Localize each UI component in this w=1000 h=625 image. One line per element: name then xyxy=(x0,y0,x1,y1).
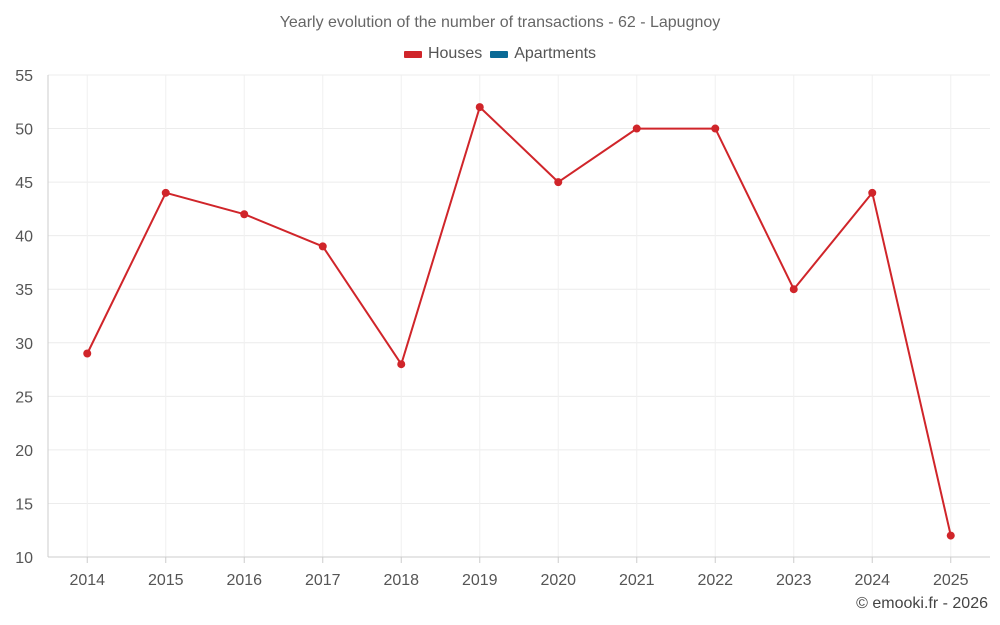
data-point-houses-2022 xyxy=(711,124,720,133)
y-tick-label-20: 20 xyxy=(15,443,33,460)
y-tick-label-45: 45 xyxy=(15,175,33,192)
y-tick-label-50: 50 xyxy=(15,122,33,139)
y-tick-label-10: 10 xyxy=(15,550,33,567)
y-tick-label-55: 55 xyxy=(15,68,33,85)
x-tick-label-2020: 2020 xyxy=(540,572,576,589)
x-tick-label-2024: 2024 xyxy=(854,572,890,589)
y-tick-label-30: 30 xyxy=(15,336,33,353)
copyright-footer: © emooki.fr - 2026 xyxy=(856,595,988,612)
x-tick-label-2014: 2014 xyxy=(69,572,105,589)
data-point-houses-2015 xyxy=(161,188,170,197)
x-tick-label-2025: 2025 xyxy=(933,572,969,589)
data-point-houses-2016 xyxy=(240,210,249,219)
x-tick-label-2018: 2018 xyxy=(383,572,419,589)
data-point-houses-2017 xyxy=(318,242,327,251)
x-tick-label-2022: 2022 xyxy=(697,572,733,589)
legend-label-houses: Houses xyxy=(427,45,483,62)
data-point-houses-2024 xyxy=(868,188,877,197)
legend-item-houses[interactable]: Houses xyxy=(403,45,483,63)
data-point-houses-2025 xyxy=(946,531,955,540)
y-tick-label-35: 35 xyxy=(15,282,33,299)
legend-label-apartments: Apartments xyxy=(514,45,597,62)
x-tick-label-2015: 2015 xyxy=(148,572,184,589)
y-tick-label-15: 15 xyxy=(15,496,33,513)
x-tick-label-2023: 2023 xyxy=(776,572,812,589)
legend-item-apartments[interactable]: Apartments xyxy=(490,45,596,63)
x-tick-label-2021: 2021 xyxy=(619,572,655,589)
series-line-houses xyxy=(86,106,952,536)
chart-title: Yearly evolution of the number of transa… xyxy=(279,14,721,31)
data-point-houses-2014 xyxy=(83,349,92,358)
y-tick-label-25: 25 xyxy=(15,389,33,406)
data-point-houses-2023 xyxy=(789,285,798,294)
x-tick-label-2017: 2017 xyxy=(305,572,341,589)
x-tick-label-2019: 2019 xyxy=(462,572,498,589)
legend: Houses Apartments xyxy=(0,45,1000,63)
legend-swatch-houses xyxy=(403,50,422,58)
data-point-houses-2019 xyxy=(475,103,484,112)
data-point-houses-2021 xyxy=(632,124,641,133)
y-tick-label-40: 40 xyxy=(15,229,33,246)
data-point-houses-2020 xyxy=(554,178,563,187)
data-point-houses-2018 xyxy=(397,360,406,369)
legend-swatch-apartments xyxy=(490,50,509,58)
x-tick-label-2016: 2016 xyxy=(226,572,262,589)
